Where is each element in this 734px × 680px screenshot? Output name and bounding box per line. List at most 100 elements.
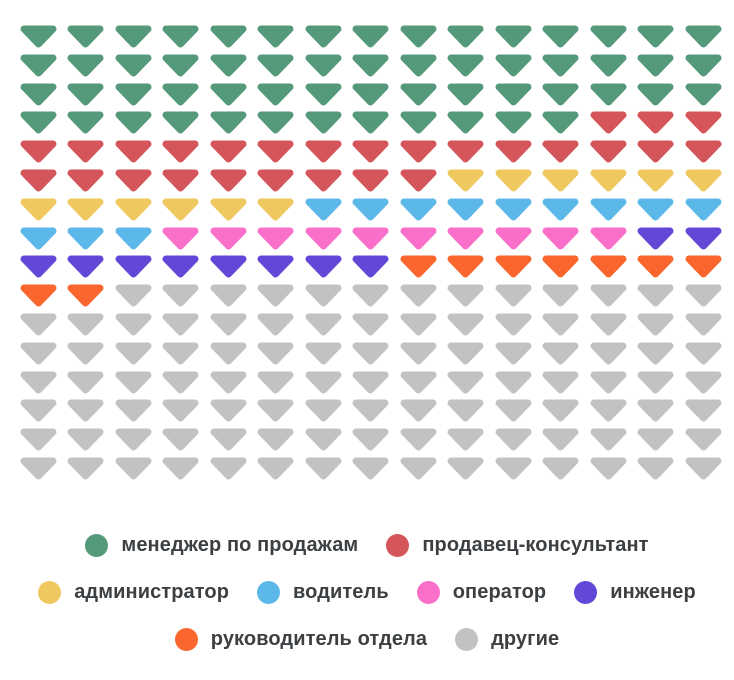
legend-item-7[interactable]: другие (455, 628, 559, 651)
triangle-down-icon (257, 428, 294, 451)
waffle-unit (114, 399, 153, 422)
waffle-unit (66, 140, 105, 163)
waffle-unit (19, 227, 58, 250)
triangle-down-icon (590, 255, 627, 278)
triangle-down-icon (20, 54, 57, 77)
triangle-down-icon (542, 83, 579, 106)
waffle-unit (304, 111, 343, 134)
triangle-down-icon (685, 227, 722, 250)
triangle-down-icon (400, 342, 437, 365)
waffle-unit (161, 399, 200, 422)
triangle-down-icon (685, 313, 722, 336)
triangle-down-icon (590, 227, 627, 250)
triangle-down-icon (257, 284, 294, 307)
triangle-down-icon (115, 198, 152, 221)
waffle-unit (589, 284, 628, 307)
triangle-down-icon (352, 111, 389, 134)
triangle-down-icon (210, 54, 247, 77)
waffle-unit (494, 255, 533, 278)
waffle-unit (304, 371, 343, 394)
waffle-unit (209, 140, 248, 163)
waffle-unit (636, 25, 675, 48)
legend-item-0[interactable]: менеджер по продажам (85, 534, 358, 557)
waffle-unit (494, 313, 533, 336)
triangle-down-icon (305, 457, 342, 480)
waffle-unit (66, 313, 105, 336)
waffle-unit (114, 198, 153, 221)
legend-item-1[interactable]: продавец-консультант (386, 534, 648, 557)
waffle-unit (446, 169, 485, 192)
waffle-unit (66, 25, 105, 48)
legend-item-6[interactable]: руководитель отдела (174, 628, 427, 651)
waffle-unit (684, 111, 723, 134)
triangle-down-icon (305, 140, 342, 163)
triangle-down-icon (400, 25, 437, 48)
triangle-down-icon (590, 342, 627, 365)
waffle-unit (684, 25, 723, 48)
triangle-down-icon (447, 169, 484, 192)
triangle-down-icon (400, 255, 437, 278)
triangle-down-icon (400, 284, 437, 307)
waffle-unit (446, 342, 485, 365)
waffle-unit (684, 313, 723, 336)
legend-row-3: руководитель отдела другие (174, 628, 559, 651)
waffle-unit (304, 140, 343, 163)
triangle-down-icon (495, 25, 532, 48)
legend: менеджер по продажам продавец-консультант… (0, 534, 734, 651)
waffle-unit (541, 428, 580, 451)
waffle-unit (636, 428, 675, 451)
triangle-down-icon (637, 111, 674, 134)
triangle-down-icon (305, 169, 342, 192)
triangle-down-icon (400, 371, 437, 394)
waffle-unit (304, 255, 343, 278)
triangle-down-icon (210, 313, 247, 336)
triangle-down-icon (305, 227, 342, 250)
legend-item-5[interactable]: инженер (574, 581, 696, 604)
triangle-down-icon (352, 83, 389, 106)
legend-item-4[interactable]: оператор (416, 581, 547, 604)
waffle-unit (351, 457, 390, 480)
triangle-down-icon (67, 140, 104, 163)
waffle-unit (399, 399, 438, 422)
waffle-unit (161, 54, 200, 77)
triangle-down-icon (115, 255, 152, 278)
waffle-unit (684, 342, 723, 365)
waffle-unit (541, 342, 580, 365)
triangle-down-icon (542, 428, 579, 451)
waffle-unit (494, 227, 533, 250)
legend-row-1: менеджер по продажам продавец-консультант (85, 534, 648, 557)
waffle-unit (589, 342, 628, 365)
waffle-unit (114, 111, 153, 134)
triangle-down-icon (115, 111, 152, 134)
waffle-unit (446, 140, 485, 163)
triangle-down-icon (637, 25, 674, 48)
legend-item-2[interactable]: администратор (38, 581, 229, 604)
waffle-unit (684, 255, 723, 278)
triangle-down-icon (352, 169, 389, 192)
triangle-down-icon (685, 54, 722, 77)
waffle-unit (161, 371, 200, 394)
triangle-down-icon (542, 111, 579, 134)
triangle-down-icon (352, 284, 389, 307)
triangle-down-icon (590, 428, 627, 451)
waffle-unit (114, 342, 153, 365)
waffle-unit (209, 457, 248, 480)
waffle-unit (684, 140, 723, 163)
waffle-unit (114, 25, 153, 48)
triangle-down-icon (447, 428, 484, 451)
waffle-unit (399, 371, 438, 394)
legend-circle-icon (257, 581, 281, 604)
waffle-unit (66, 198, 105, 221)
waffle-unit (399, 169, 438, 192)
waffle-unit (256, 54, 295, 77)
legend-item-3[interactable]: водитель (257, 581, 389, 604)
waffle-unit (684, 198, 723, 221)
waffle-unit (304, 428, 343, 451)
triangle-down-icon (542, 342, 579, 365)
triangle-down-icon (447, 227, 484, 250)
triangle-down-icon (67, 255, 104, 278)
triangle-down-icon (542, 371, 579, 394)
triangle-down-icon (637, 457, 674, 480)
waffle-unit (684, 399, 723, 422)
